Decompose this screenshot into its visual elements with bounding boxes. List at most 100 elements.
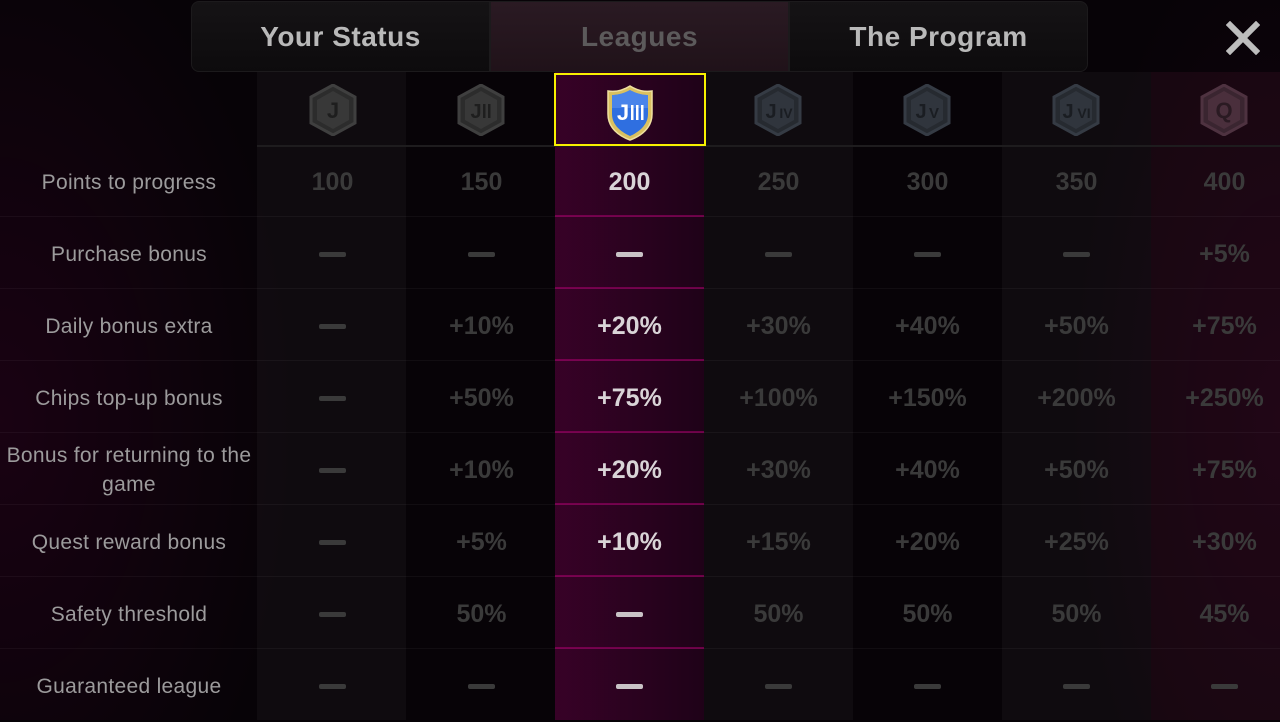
dash-icon: [319, 395, 346, 401]
svg-text:VI: VI: [1077, 105, 1090, 121]
cell-bonus-for-returning-q1: +75%: [1192, 455, 1257, 484]
cell-safety-threshold-j5: 50%: [902, 599, 953, 628]
dash-icon: [319, 251, 346, 257]
league-j-iii-shield-icon[interactable]: J: [605, 84, 655, 142]
cell-points-to-progress-j4: 250: [757, 167, 800, 196]
cell-chips-top-up-bonus-q1: +250%: [1185, 383, 1264, 412]
selected-row-divider: [555, 359, 704, 361]
svg-text:J: J: [470, 101, 481, 123]
cell-safety-threshold-j6: 50%: [1051, 599, 1102, 628]
cell-guaranteed-league-j6: [1002, 650, 1151, 722]
row-label-purchase-bonus: Purchase bonus: [51, 242, 207, 266]
cell-points-to-progress-j6: 350: [1055, 167, 1098, 196]
dash-icon: [468, 683, 495, 689]
cell-bonus-for-returning-j6: +50%: [1044, 455, 1109, 484]
dash-icon: [616, 683, 643, 689]
column-bg: [1151, 72, 1280, 720]
cell-bonus-for-returning-j4: +30%: [746, 455, 811, 484]
cell-quest-reward-bonus-j2: +5%: [456, 527, 507, 556]
svg-text:J: J: [327, 98, 339, 123]
cell-purchase-bonus-j3: [555, 218, 704, 290]
cell-points-to-progress-j3: 200: [608, 167, 651, 196]
cell-daily-bonus-extra-j3: +20%: [597, 311, 662, 340]
row-label-points-to-progress: Points to progress: [41, 170, 217, 194]
cell-daily-bonus-extra-j1: [258, 290, 407, 362]
tab-your-status[interactable]: Your Status: [191, 1, 490, 72]
svg-text:J: J: [765, 101, 776, 123]
cell-bonus-for-returning-j1: [258, 434, 407, 506]
league-j-iv-shield-icon[interactable]: J IV: [754, 84, 802, 136]
cell-bonus-for-returning-j3: +20%: [597, 455, 662, 484]
dash-icon: [914, 251, 941, 257]
cell-daily-bonus-extra-q1: +75%: [1192, 311, 1257, 340]
tab-leagues[interactable]: Leagues: [490, 1, 789, 72]
cell-guaranteed-league-j1: [258, 650, 407, 722]
selected-row-divider: [555, 647, 704, 649]
cell-quest-reward-bonus-j6: +25%: [1044, 527, 1109, 556]
cell-daily-bonus-extra-j2: +10%: [449, 311, 514, 340]
close-button[interactable]: [1222, 17, 1264, 59]
row-label-guaranteed-league: Guaranteed league: [36, 674, 222, 698]
dash-icon: [765, 251, 792, 257]
cell-points-to-progress-j2: 150: [460, 167, 503, 196]
dash-icon: [319, 611, 346, 617]
row-label-quest-reward-bonus: Quest reward bonus: [31, 530, 227, 554]
cell-safety-threshold-j3: [555, 578, 704, 650]
selected-row-divider: [555, 287, 704, 289]
cell-daily-bonus-extra-j5: +40%: [895, 311, 960, 340]
selected-row-divider: [555, 215, 704, 217]
cell-bonus-for-returning-j5: +40%: [895, 455, 960, 484]
svg-text:J: J: [1062, 101, 1073, 123]
league-q-shield-icon[interactable]: Q: [1200, 84, 1248, 136]
selected-league-highlight: [554, 73, 706, 146]
cell-guaranteed-league-j4: [704, 650, 853, 722]
row-label-bonus-for-returning: Bonus for returning to the game: [6, 444, 252, 496]
svg-text:J: J: [915, 101, 926, 123]
cell-safety-threshold-j2: 50%: [456, 599, 507, 628]
dash-icon: [616, 611, 643, 617]
cell-purchase-bonus-j6: [1002, 218, 1151, 290]
selected-row-divider: [555, 431, 704, 433]
row-label-safety-threshold: Safety threshold: [50, 602, 208, 626]
league-j-v-shield-icon[interactable]: J V: [903, 84, 951, 136]
cell-purchase-bonus-j5: [853, 218, 1002, 290]
cell-chips-top-up-bonus-j4: +100%: [739, 383, 818, 412]
cell-purchase-bonus-j1: [258, 218, 407, 290]
cell-chips-top-up-bonus-j5: +150%: [888, 383, 967, 412]
cell-safety-threshold-j4: 50%: [753, 599, 804, 628]
league-j-vi-shield-icon[interactable]: J VI: [1052, 84, 1100, 136]
cell-purchase-bonus-q1: +5%: [1199, 239, 1250, 268]
cell-guaranteed-league-q1: [1150, 650, 1280, 722]
cell-points-to-progress-q1: 400: [1203, 167, 1246, 196]
cell-guaranteed-league-j3: [555, 650, 704, 722]
svg-text:J: J: [617, 100, 629, 125]
dash-icon: [319, 467, 346, 473]
svg-text:Q: Q: [1215, 98, 1232, 123]
cell-points-to-progress-j5: 300: [906, 167, 949, 196]
cell-chips-top-up-bonus-j3: +75%: [597, 383, 662, 412]
selected-row-divider: [555, 503, 704, 505]
dash-icon: [319, 323, 346, 329]
cell-quest-reward-bonus-j5: +20%: [895, 527, 960, 556]
dash-icon: [1063, 683, 1090, 689]
cell-chips-top-up-bonus-j1: [258, 362, 407, 434]
close-icon: [1226, 21, 1260, 55]
cell-quest-reward-bonus-j1: [258, 506, 407, 578]
cell-purchase-bonus-j4: [704, 218, 853, 290]
dash-icon: [1063, 251, 1090, 257]
cell-points-to-progress-j1: 100: [311, 167, 354, 196]
cell-purchase-bonus-j2: [407, 218, 556, 290]
tab-the-program[interactable]: The Program: [789, 1, 1088, 72]
cell-quest-reward-bonus-j3: +10%: [597, 527, 662, 556]
tab-bar: Your Status Leagues The Program: [191, 1, 1088, 72]
header-divider: [257, 145, 1280, 147]
selected-row-divider: [555, 575, 704, 577]
league-j-shield-icon[interactable]: J: [309, 84, 357, 136]
cell-guaranteed-league-j5: [853, 650, 1002, 722]
cell-quest-reward-bonus-q1: +30%: [1192, 527, 1257, 556]
cell-daily-bonus-extra-j6: +50%: [1044, 311, 1109, 340]
league-j-ii-shield-icon[interactable]: J: [457, 84, 505, 136]
dash-icon: [616, 251, 643, 257]
svg-text:IV: IV: [779, 105, 793, 121]
row-label-chips-top-up-bonus: Chips top-up bonus: [35, 386, 223, 410]
